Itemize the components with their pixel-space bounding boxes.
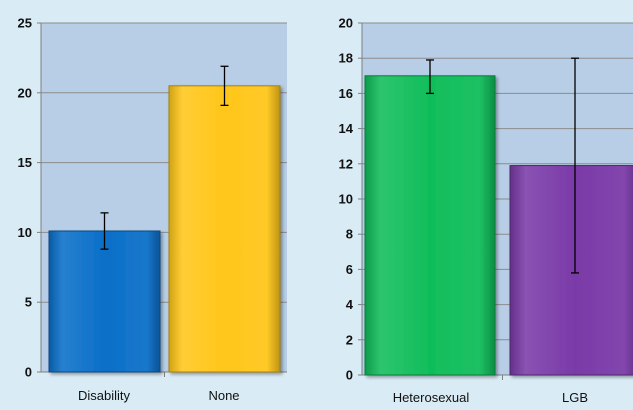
y-tick-label: 14: [339, 121, 354, 136]
y-tick-label: 20: [18, 85, 32, 100]
bar-heterosexual: [364, 75, 496, 376]
y-tick-label: 6: [346, 262, 353, 277]
y-tick-label: 16: [339, 86, 353, 101]
y-tick-label: 10: [339, 192, 353, 207]
error-bar-none: [220, 65, 229, 107]
y-tick-label: 0: [25, 365, 32, 380]
y-tick-label: 8: [346, 227, 353, 242]
y-tick-label: 4: [346, 297, 354, 312]
y-tick-label: 18: [339, 51, 353, 66]
y-tick-label: 2: [346, 332, 353, 347]
y-tick-label: 20: [339, 16, 353, 31]
y-tick-label: 5: [25, 295, 32, 310]
y-tick-label: 15: [18, 155, 32, 170]
bar-disability: [48, 230, 161, 373]
error-bar-heterosexual: [426, 59, 434, 95]
y-tick-label: 10: [18, 225, 32, 240]
x-category-label: Heterosexual: [393, 390, 470, 405]
y-tick-label: 25: [18, 16, 32, 31]
bar-none: [168, 85, 281, 373]
x-category-label: None: [208, 388, 239, 403]
chart-panel-disability: 0 5 10 15 20 25 Disability None: [18, 16, 287, 403]
chart-panel-orientation: 0 2 4 6 8 10 12 14 16 18 20 Heterosexual LGB: [339, 16, 633, 405]
y-tick-label: 0: [346, 368, 353, 383]
error-bar-lgb: [571, 57, 579, 274]
bar-lgb: [509, 165, 633, 376]
x-category-label: LGB: [562, 390, 588, 405]
error-bar-disability: [100, 212, 109, 250]
x-category-label: Disability: [78, 388, 131, 403]
y-tick-label: 12: [339, 156, 353, 171]
